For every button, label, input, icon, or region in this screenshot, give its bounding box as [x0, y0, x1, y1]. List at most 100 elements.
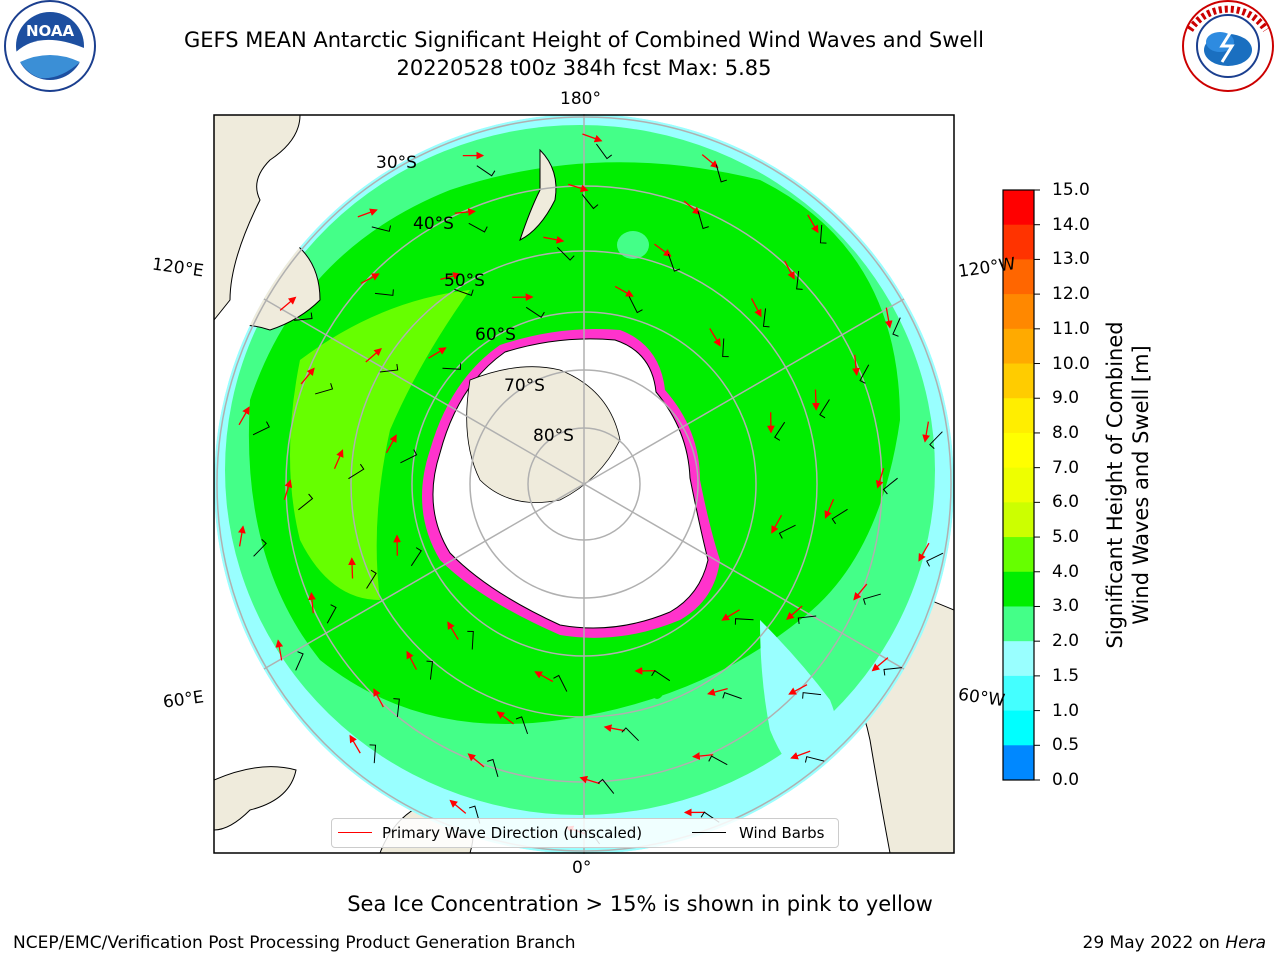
wave-arrow — [853, 583, 868, 601]
colorbar-segment — [1003, 606, 1034, 642]
colorbar-tick-label: 1.5 — [1052, 665, 1080, 686]
wind-barb — [442, 363, 462, 370]
chart-subtitle-line: 20220528 t00z 384h fcst Max: 5.85 — [396, 56, 772, 80]
wind-barb — [553, 674, 568, 692]
colorbar-tick-label: 9.0 — [1052, 388, 1080, 409]
lat-label-80s: 80°S — [533, 426, 574, 446]
wave-arrow — [283, 479, 293, 500]
wind-barb — [379, 363, 399, 373]
wind-barb — [454, 288, 474, 296]
wind-barb — [295, 651, 304, 671]
colorbar-tick-label: 12.0 — [1052, 284, 1090, 305]
wind-barb — [762, 308, 770, 328]
wave-arrow — [238, 525, 246, 547]
wind-barb — [859, 364, 870, 384]
wave-arrow — [428, 347, 447, 359]
colorbar-segment — [1003, 432, 1034, 469]
colorbar-segment — [1003, 710, 1034, 746]
wave-arrow — [360, 273, 380, 284]
colorbar-segment — [1003, 259, 1034, 295]
wind-barb — [862, 593, 881, 605]
wind-barbs-legend-label: Wind Barbs — [739, 824, 825, 842]
wind-barb — [487, 758, 499, 777]
wave-arrow — [709, 328, 721, 347]
wind-barb — [651, 670, 671, 682]
footer-date: 29 May 2022 on Hera — [1082, 933, 1267, 953]
wave-arrow — [440, 272, 461, 281]
noaa-logo: NOAA — [4, 0, 96, 92]
wind-barb — [298, 493, 314, 511]
wave-field-5-6m — [290, 290, 470, 600]
colorbar-segment — [1003, 467, 1034, 503]
wave-arrow — [807, 214, 819, 234]
wind-barb — [476, 165, 496, 177]
wind-barb — [294, 312, 313, 321]
wave-arrow — [603, 724, 625, 733]
wave-arrow — [333, 449, 344, 469]
wind-barb — [371, 225, 392, 232]
wind-barb — [252, 421, 270, 436]
wind-barb — [715, 164, 727, 183]
colorbar-segment — [1003, 398, 1034, 434]
wind-barb — [708, 755, 728, 766]
wind-barb — [315, 383, 334, 395]
wave-arrow — [771, 514, 783, 534]
wind-barb — [804, 756, 825, 763]
wave-arrow — [683, 200, 701, 215]
wave-arrow — [449, 799, 467, 814]
colorbar-segment — [1003, 328, 1034, 365]
lon-label-180: 180° — [560, 89, 601, 109]
colorbar-segment — [1003, 502, 1034, 538]
wave-arrow — [496, 711, 514, 725]
wave-arrow — [692, 752, 714, 760]
wave-arrow — [568, 183, 589, 193]
colorbar-tick-label: 2.0 — [1052, 631, 1080, 652]
wave-arrow — [750, 298, 762, 318]
wind-barb — [831, 508, 848, 525]
wave-arrow — [348, 557, 356, 579]
primary-wave-legend-label: Primary Wave Direction (unscaled) — [382, 824, 643, 842]
wave-arrow — [871, 657, 889, 672]
colorbar — [1002, 189, 1040, 781]
wave-arrow — [279, 296, 297, 311]
primary-wave-swatch — [338, 832, 372, 833]
wind-barb — [882, 477, 898, 495]
wind-barb — [722, 692, 742, 700]
colorbar-tick-label: 3.0 — [1052, 596, 1080, 617]
wind-barb — [400, 449, 418, 464]
wave-arrow — [707, 687, 728, 696]
colorbar-tick-label: 14.0 — [1052, 214, 1090, 235]
colorbar-segment — [1003, 224, 1034, 260]
colorbar-tick-label: 5.0 — [1052, 527, 1080, 548]
wave-arrow — [721, 609, 740, 621]
wind-barb — [525, 306, 545, 318]
wave-arrow — [701, 154, 719, 169]
wind-barb — [778, 524, 796, 539]
wind-barb — [929, 431, 943, 449]
wave-arrow — [406, 650, 418, 670]
wind-barb — [667, 253, 681, 272]
wind-barb — [628, 296, 643, 314]
colorbar-tick-label: 6.0 — [1052, 492, 1080, 513]
wind-barb — [581, 194, 599, 210]
wind-barb — [722, 338, 729, 358]
wind-barb — [253, 539, 267, 557]
wind-barb — [797, 615, 817, 625]
wind-barb — [796, 270, 803, 290]
footer-credit: NCEP/EMC/Verification Post Processing Pr… — [13, 933, 576, 953]
wave-arrow — [654, 243, 672, 257]
wave-arrow — [579, 775, 600, 785]
wave-arrow — [300, 367, 315, 385]
land-africa — [214, 766, 297, 831]
wave-arrow — [454, 208, 476, 216]
lon-label-0: 0° — [572, 858, 592, 878]
wave-arrow — [543, 235, 565, 244]
wave-arrow — [852, 354, 860, 376]
colorbar-label-line2: Wind Waves and Swell [m] — [1129, 345, 1153, 625]
wind-barb — [819, 399, 830, 419]
lat-label-50s: 50°S — [444, 271, 485, 291]
wave-arrow — [786, 605, 803, 620]
wave-arrow — [385, 434, 397, 454]
lat-label-70s: 70°S — [504, 376, 545, 396]
